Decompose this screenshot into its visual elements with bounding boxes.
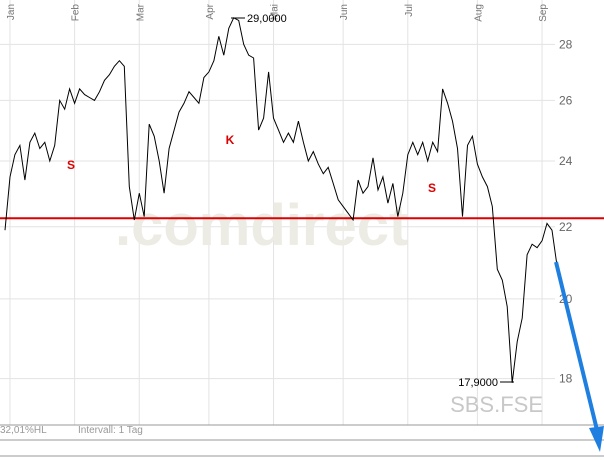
y-tick-label: 18: [559, 372, 573, 386]
x-tick-label: Sep: [538, 4, 549, 22]
footer-text: Intervall: 1 Tag: [78, 425, 143, 436]
x-tick-label: Jul: [404, 4, 415, 17]
x-tick-label: Feb: [71, 4, 82, 22]
x-tick-label: Apr: [205, 3, 216, 19]
annotation: S: [428, 181, 436, 195]
x-tick-label: Jun: [339, 4, 350, 20]
annotation: 29,0000: [247, 13, 287, 25]
annotation: K: [226, 133, 235, 147]
x-tick-label: Mar: [135, 3, 146, 21]
y-tick-label: 22: [559, 220, 573, 234]
y-tick-label: 28: [559, 37, 573, 51]
footer-text: 32,01%HL: [0, 425, 47, 436]
arrow: [554, 261, 604, 452]
arrow-shaft: [554, 261, 599, 431]
x-tick-label: Mai: [270, 4, 281, 20]
symbol: SBS.FSE: [450, 392, 543, 417]
price-line: [4, 17, 558, 383]
annotation: S: [67, 158, 75, 172]
annotation: 17,9000: [458, 377, 498, 389]
watermark: .comdirect: [115, 193, 408, 258]
y-tick-label: 24: [559, 154, 573, 168]
y-tick-label: 26: [559, 93, 573, 107]
arrow-head: [589, 426, 604, 452]
x-tick-label: Jan: [6, 4, 17, 20]
x-tick-label: Aug: [473, 4, 484, 22]
